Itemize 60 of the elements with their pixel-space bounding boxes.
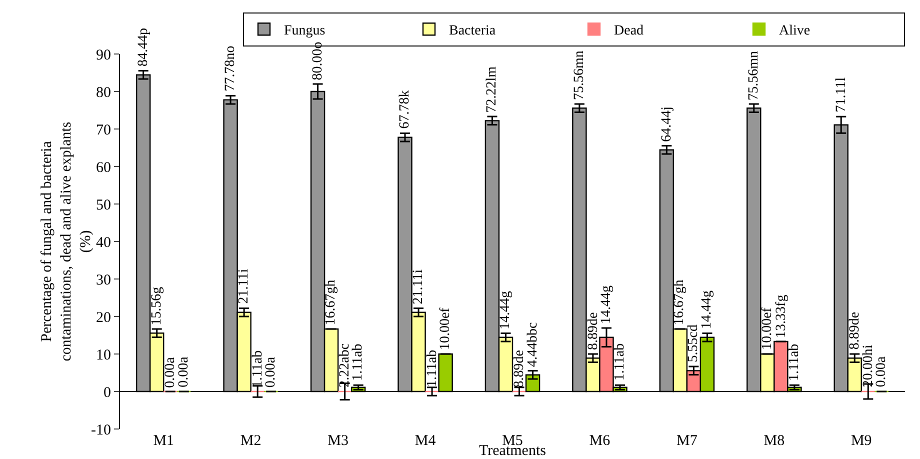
data-label: 0.00a xyxy=(264,356,279,388)
data-label: 72.22lm xyxy=(484,66,500,113)
data-label: 0.00a xyxy=(874,356,890,388)
data-label: 5.55cd xyxy=(686,324,702,362)
data-label: 15.56g xyxy=(149,286,164,326)
legend-label: Fungus xyxy=(284,24,326,39)
data-label: 1.11ab xyxy=(786,344,802,382)
data-label: 10.00ef xyxy=(760,307,775,350)
x-tick-label: M1 xyxy=(153,433,174,449)
data-label: 1.11ab xyxy=(612,343,628,381)
data-label: 71.11l xyxy=(834,77,850,112)
y-tick-label: 40 xyxy=(96,234,111,251)
legend-label: Dead xyxy=(614,24,644,39)
data-label: 21.11i xyxy=(236,268,252,304)
data-label: 14.44g xyxy=(498,290,514,330)
x-tick-label: M7 xyxy=(676,433,698,449)
annotation: 20.00hi xyxy=(861,344,876,388)
y-tick-label: 20 xyxy=(96,310,111,326)
y-tick-label: 30 xyxy=(96,272,111,288)
data-label: 64.44j xyxy=(659,106,674,142)
data-label: 8.89de xyxy=(586,312,601,350)
y-tick-label: 10 xyxy=(96,347,111,364)
legend-label: Bacteria xyxy=(449,24,496,39)
data-label: 1.11ab xyxy=(350,344,366,381)
y-tick-label: -10 xyxy=(91,422,111,438)
annotation: 2.22abc xyxy=(337,343,352,388)
data-label: 16.67gh xyxy=(672,280,688,326)
data-label: 77.78no xyxy=(222,46,238,92)
x-tick-label: M8 xyxy=(764,433,785,449)
data-label: 0.00a xyxy=(162,356,178,388)
x-tick-label: M2 xyxy=(240,433,262,449)
y-tick-label: 50 xyxy=(96,197,111,214)
data-label: 67.78k xyxy=(397,90,412,129)
data-label: 10.00ef xyxy=(438,307,454,350)
data-label: 0.00a xyxy=(176,356,192,388)
x-tick-label: M9 xyxy=(850,433,872,449)
annotation: 8.89de xyxy=(512,350,527,388)
y-tick-label: 80 xyxy=(96,84,111,101)
y-tick-label: 60 xyxy=(96,160,111,176)
legend-label: Alive xyxy=(779,24,810,39)
x-tick-label: M4 xyxy=(414,433,436,449)
y-axis-title: Percentage of fungal and bacteria contaminations, dead and alive explants (%) xyxy=(39,122,94,362)
annotation: 1.11ab xyxy=(425,350,440,388)
data-label: 8.89de xyxy=(848,312,863,350)
data-label: 14.44g xyxy=(699,290,714,329)
y-tick-label: 90 xyxy=(96,47,111,64)
data-label: 21.11i xyxy=(410,269,426,304)
data-label: 75.56mn xyxy=(572,50,587,100)
data-label: 13.33fg xyxy=(774,294,789,338)
data-label: 80.00o xyxy=(310,42,326,80)
data-label: 84.44p xyxy=(136,28,152,67)
data-label: 4.44bbc xyxy=(526,322,541,368)
x-tick-label: M6 xyxy=(589,433,611,449)
data-label: 16.67gh xyxy=(323,280,338,326)
annotation: 1.11ab xyxy=(250,350,266,388)
data-label: 75.56mn xyxy=(746,51,762,100)
data-label: 14.44g xyxy=(599,285,614,324)
y-tick-label: 0 xyxy=(104,384,111,401)
x-tick-label: M3 xyxy=(328,433,348,449)
y-tick-label: 70 xyxy=(96,122,111,138)
